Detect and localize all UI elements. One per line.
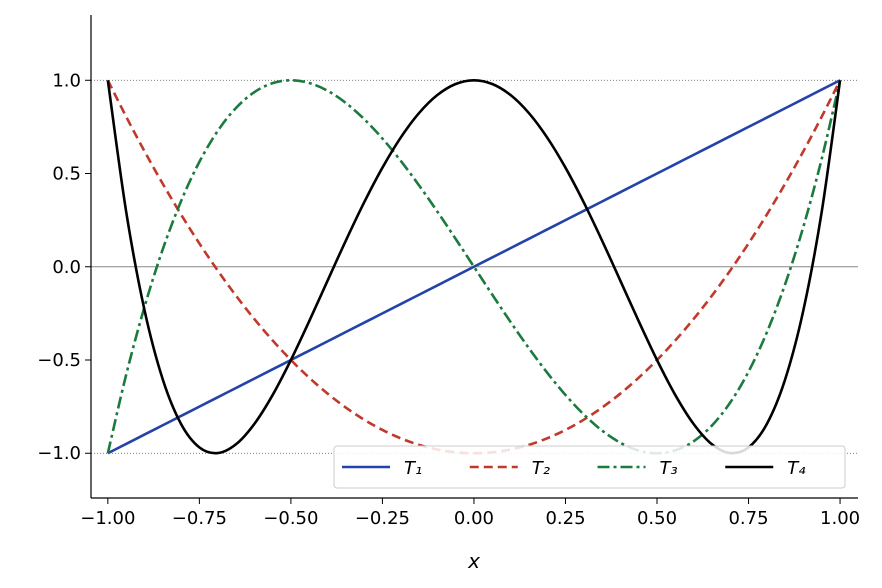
y-tick-label: 0.0 [52, 257, 81, 278]
x-tick-label: −0.50 [263, 508, 318, 529]
x-tick-label: −0.75 [172, 508, 227, 529]
x-tick-label: 0.00 [454, 508, 494, 529]
x-tick-label: 0.75 [728, 508, 768, 529]
series-line [107, 79, 841, 455]
x-tick-label: 0.25 [545, 508, 585, 529]
y-tick-label: 1.0 [52, 70, 81, 91]
y-tick-label: 0.5 [52, 164, 81, 185]
y-tick-label: −1.0 [37, 443, 81, 464]
x-tick-label: 0.50 [637, 508, 677, 529]
legend-label: T₄ [787, 458, 806, 479]
y-tick-label: −0.5 [37, 350, 81, 371]
legend-label: T₃ [660, 458, 678, 479]
legend: T₁ T₂ T₃ T₄ [333, 445, 846, 489]
legend-label: T₂ [532, 458, 550, 479]
legend-box [333, 445, 846, 489]
x-tick-label: −0.25 [355, 508, 410, 529]
x-axis-label: x [467, 549, 480, 573]
legend-label: T₁ [404, 458, 422, 479]
x-tick-label: −1.00 [80, 508, 135, 529]
x-tick-label: 1.00 [820, 508, 860, 529]
